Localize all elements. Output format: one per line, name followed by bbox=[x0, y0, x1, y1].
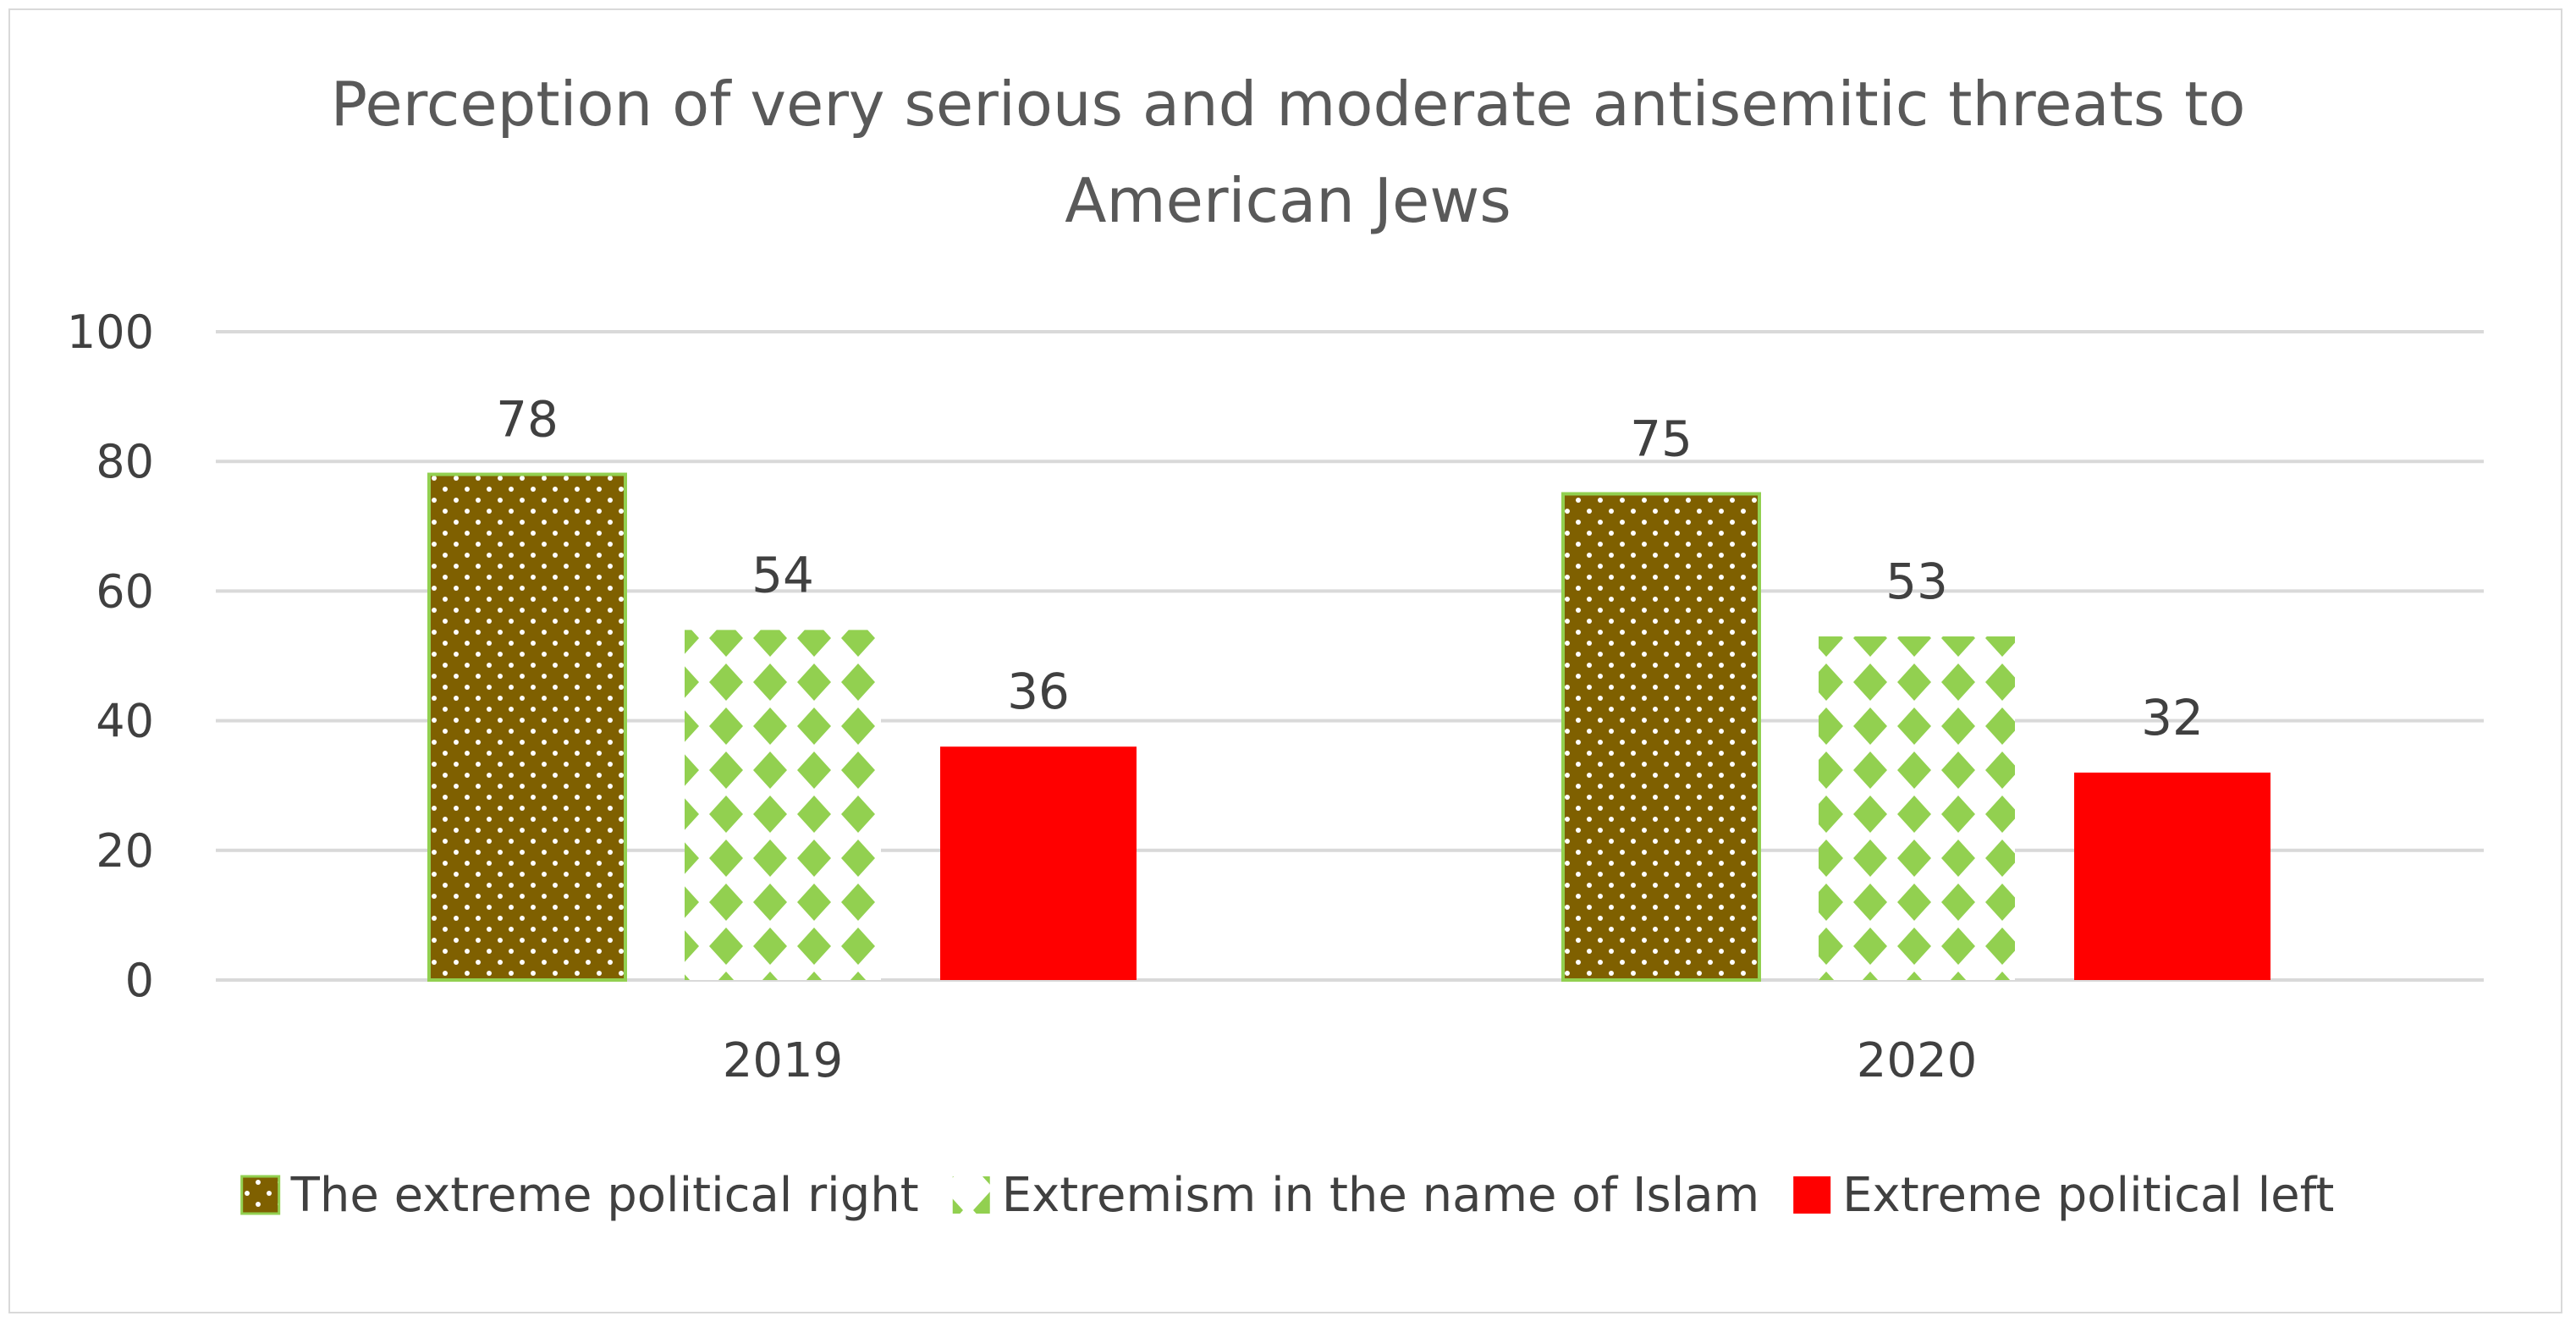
legend-swatch-dots bbox=[240, 1175, 281, 1215]
bar-diamonds-2019 bbox=[685, 630, 881, 980]
legend: The extreme political right Extremism in … bbox=[240, 1168, 2334, 1223]
legend-label: Extreme political left bbox=[1842, 1168, 2334, 1223]
bar-dots-2020 bbox=[1561, 492, 1761, 982]
data-label: 32 bbox=[2141, 689, 2204, 746]
data-label: 75 bbox=[1630, 410, 1693, 468]
bar-diamonds-2020 bbox=[1819, 636, 2015, 980]
y-tick-label: 20 bbox=[96, 824, 154, 878]
y-tick-label: 40 bbox=[96, 695, 154, 748]
bar-dots-2019 bbox=[427, 472, 627, 982]
x-category-label: 2019 bbox=[723, 1033, 844, 1088]
bar-solid-2020 bbox=[2074, 772, 2271, 980]
data-label: 36 bbox=[1007, 663, 1070, 720]
data-label: 78 bbox=[496, 391, 559, 449]
chart-title-line-1: Perception of very serious and moderate … bbox=[331, 69, 2246, 140]
y-tick-label: 100 bbox=[67, 306, 154, 359]
bars bbox=[427, 472, 2271, 982]
data-label: 53 bbox=[1885, 553, 1948, 610]
x-axis-categories: 2019 2020 bbox=[723, 1033, 1978, 1088]
bar-solid-2019 bbox=[940, 746, 1137, 980]
legend-swatch-solid bbox=[1793, 1176, 1831, 1214]
x-category-label: 2020 bbox=[1857, 1033, 1978, 1088]
legend-swatch-diamonds bbox=[952, 1176, 990, 1214]
chart-title-line-2: American Jews bbox=[1065, 165, 1511, 236]
y-tick-label: 0 bbox=[125, 954, 154, 1007]
data-labels: 78 54 36 75 53 32 bbox=[496, 391, 2204, 746]
y-tick-label: 80 bbox=[96, 435, 154, 488]
data-label: 54 bbox=[751, 546, 814, 603]
y-tick-label: 60 bbox=[96, 564, 154, 618]
legend-label: The extreme political right bbox=[290, 1168, 919, 1223]
y-axis-ticks: 0 20 40 60 80 100 bbox=[67, 306, 154, 1007]
legend-label: Extremism in the name of Islam bbox=[1002, 1168, 1759, 1223]
